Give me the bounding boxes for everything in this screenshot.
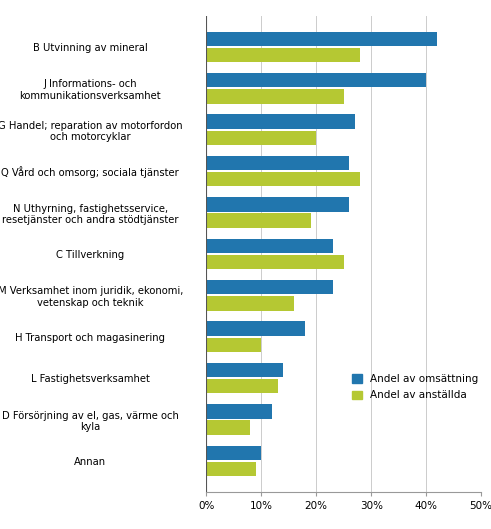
Legend: Andel av omsättning, Andel av anställda: Andel av omsättning, Andel av anställda (352, 374, 479, 400)
Bar (206, 48, 360, 62)
Bar (206, 379, 278, 394)
Bar (206, 338, 261, 352)
Bar (206, 213, 311, 228)
Bar (206, 404, 272, 418)
Bar (206, 363, 283, 377)
Bar (206, 131, 316, 145)
Bar (206, 280, 333, 295)
Bar (206, 197, 349, 212)
Bar (206, 421, 250, 435)
Bar (206, 239, 333, 253)
Bar (206, 89, 344, 104)
Bar (206, 462, 256, 476)
Bar (206, 445, 261, 460)
Bar (206, 73, 426, 87)
Bar (206, 322, 305, 336)
Bar (206, 296, 294, 311)
Bar (206, 255, 344, 269)
Bar (206, 172, 360, 186)
Bar (206, 156, 349, 170)
Bar (206, 32, 437, 46)
Bar (206, 114, 355, 129)
